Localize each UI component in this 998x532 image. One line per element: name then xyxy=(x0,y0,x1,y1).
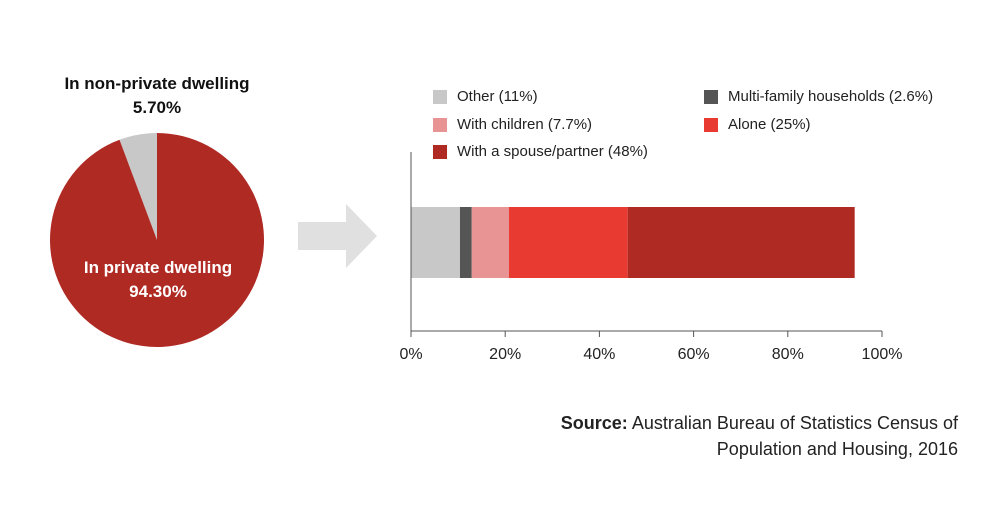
x-tick-label-2: 40% xyxy=(583,346,616,363)
source-line-1: Australian Bureau of Statistics Census o… xyxy=(631,413,958,433)
pie-outside-label: In non-private dwelling 5.70% xyxy=(30,72,284,120)
x-tick-label-3: 60% xyxy=(677,346,710,363)
bar-segment-2 xyxy=(471,207,509,278)
legend-label-2: With children (7.7%) xyxy=(457,116,593,133)
x-tick-label-0: 0% xyxy=(399,346,423,363)
arrow-icon xyxy=(298,204,377,268)
legend-item-1: Multi-family households (2.6%) xyxy=(704,88,933,105)
bar-segment-4 xyxy=(627,207,855,278)
bar-segment-0 xyxy=(411,207,460,278)
pie-inside-label: In private dwelling 94.30% xyxy=(46,256,270,304)
pie-inside-label-value: 94.30% xyxy=(129,282,187,301)
x-tick-label-5: 100% xyxy=(861,346,903,363)
source-prefix: Source: xyxy=(560,413,628,433)
legend-swatch-2 xyxy=(433,117,447,132)
bar-segment-1 xyxy=(459,207,472,278)
pie-outside-label-text: In non-private dwelling xyxy=(64,74,250,93)
x-tick-label-1: 20% xyxy=(489,346,522,363)
legend-label-4: With a spouse/partner (48%) xyxy=(457,143,648,160)
x-axis xyxy=(410,152,883,337)
legend-swatch-0 xyxy=(433,89,447,104)
legend-item-3: Alone (25%) xyxy=(704,116,811,133)
legend-swatch-3 xyxy=(704,117,718,132)
legend-item-4: With a spouse/partner (48%) xyxy=(433,143,648,160)
stacked-bar-chart xyxy=(411,207,855,278)
legend-swatch-1 xyxy=(704,89,718,104)
legend-item-2: With children (7.7%) xyxy=(433,116,592,133)
legend-label-3: Alone (25%) xyxy=(728,116,811,133)
bar-segment-3 xyxy=(508,207,628,278)
x-tick-label-4: 80% xyxy=(771,346,804,363)
source-line-2: Population and Housing, 2016 xyxy=(716,439,958,459)
source-note: Source: Australian Bureau of Statistics … xyxy=(561,410,958,462)
pie-outside-label-value: 5.70% xyxy=(132,98,182,117)
pie-chart xyxy=(50,133,265,347)
pie-slice-non-private xyxy=(119,133,157,240)
legend-label-1: Multi-family households (2.6%) xyxy=(728,88,934,105)
pie-inside-label-text: In private dwelling xyxy=(83,258,233,277)
pie-slice-private xyxy=(50,133,265,347)
legend-label-0: Other (11%) xyxy=(457,88,538,105)
legend-item-0: Other (11%) xyxy=(433,88,538,105)
legend-swatch-4 xyxy=(433,144,447,159)
